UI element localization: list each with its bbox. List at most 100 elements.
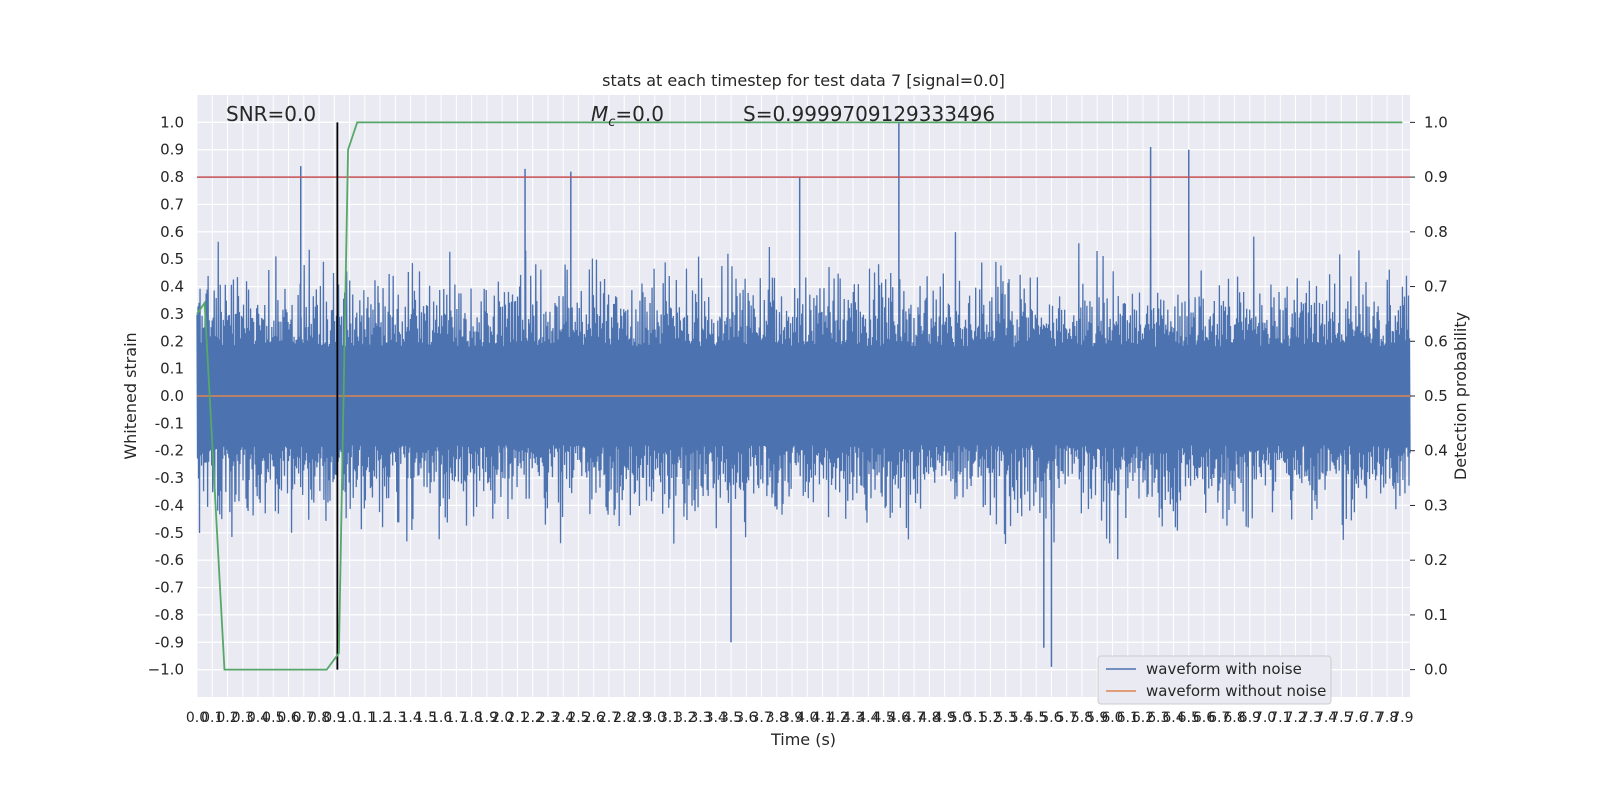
annotation-mc-sub: c <box>608 115 615 130</box>
x-tick-label: 0.3 <box>232 710 254 726</box>
y-tick-label: 0.0 <box>160 387 184 405</box>
x-tick-label: 4.3 <box>842 710 864 726</box>
y2-tick-label: 0.8 <box>1424 223 1448 241</box>
series-waveform-with-noise <box>196 122 1411 667</box>
x-tick-label: 1.4 <box>399 710 421 726</box>
x-tick-label: 3.5 <box>720 710 742 726</box>
x-tick-label: 1.8 <box>461 710 483 726</box>
x-tick-label: 5.4 <box>1010 710 1032 726</box>
x-tick-label: 0.6 <box>277 710 299 726</box>
x-tick-label: 3.8 <box>766 710 788 726</box>
x-tick-label: 4.7 <box>903 710 925 726</box>
x-tick-label: 2.6 <box>583 710 605 726</box>
x-tick-label: 0.4 <box>247 710 269 726</box>
x-tick-label: 3.9 <box>781 710 803 726</box>
x-tick-label: 7.4 <box>1315 710 1337 726</box>
x-tick-label: 1.9 <box>476 710 498 726</box>
x-tick-label: 3.7 <box>750 710 772 726</box>
y-tick-label: -0.2 <box>155 442 184 460</box>
y-tick-label: 0.7 <box>160 195 184 213</box>
y-tick-label: -0.9 <box>155 633 184 651</box>
annotation-s: S=0.9999709129333496 <box>743 102 995 126</box>
x-tick-label: 6.0 <box>1101 710 1123 726</box>
y-tick-label: -0.6 <box>155 551 184 569</box>
legend-box <box>1097 655 1332 705</box>
x-tick-label: 7.1 <box>1269 710 1291 726</box>
x-tick-label: 1.2 <box>369 710 391 726</box>
y2-axis-label: Detection probability <box>1451 312 1470 480</box>
y-tick-label: 0.4 <box>160 278 184 296</box>
annotation-mc-symbol: M <box>591 102 608 126</box>
x-tick-label: 2.4 <box>552 710 574 726</box>
x-tick-label: 1.5 <box>415 710 437 726</box>
y-tick-label: 0.1 <box>160 360 184 378</box>
x-tick-label: 7.2 <box>1284 710 1306 726</box>
x-tick-label: 0.9 <box>323 710 345 726</box>
x-tick-label: 4.5 <box>872 710 894 726</box>
legend-entry-noise: waveform with noise <box>1146 660 1302 678</box>
x-tick-label: 6.4 <box>1162 710 1184 726</box>
y2-tick-label: 0.1 <box>1424 606 1448 624</box>
x-tick-label: 6.7 <box>1208 710 1230 726</box>
detection-probability-line <box>196 121 1403 671</box>
x-tick-label: 7.7 <box>1361 710 1383 726</box>
x-tick-label: 1.1 <box>354 710 376 726</box>
x-tick-label: 3.0 <box>644 710 666 726</box>
y-tick-label: −1.0 <box>148 661 184 679</box>
x-tick-label: 3.3 <box>689 710 711 726</box>
x-tick-label: 6.6 <box>1193 710 1215 726</box>
chart-title: stats at each timestep for test data 7 [… <box>602 71 1005 90</box>
x-tick-label: 6.9 <box>1239 710 1261 726</box>
y-tick-label: 1.0 <box>160 113 184 131</box>
x-tick-label: 0.5 <box>262 710 284 726</box>
x-tick-label: 3.4 <box>705 710 727 726</box>
y2-tick-label: 0.6 <box>1424 332 1448 350</box>
y2-tick-label: 0.9 <box>1424 168 1448 186</box>
x-tick-label: 1.6 <box>430 710 452 726</box>
x-tick-label: 2.1 <box>506 710 528 726</box>
x-tick-label: 4.0 <box>796 710 818 726</box>
x-tick-label: 3.1 <box>659 710 681 726</box>
x-tick-label: 5.1 <box>964 710 986 726</box>
x-tick-label: 2.9 <box>628 710 650 726</box>
y-tick-label: 0.2 <box>160 332 184 350</box>
x-tick-label: 2.2 <box>522 710 544 726</box>
x-tick-label: 4.8 <box>918 710 940 726</box>
x-tick-label: 7.3 <box>1300 710 1322 726</box>
x-tick-label: 5.2 <box>979 710 1001 726</box>
x-tick-label: 3.2 <box>674 710 696 726</box>
x-tick-label: 4.1 <box>811 710 833 726</box>
x-tick-label: 4.2 <box>827 710 849 726</box>
y-tick-label: -0.8 <box>155 606 184 624</box>
x-tick-label: 5.9 <box>1086 710 1108 726</box>
x-tick-label: 5.0 <box>949 710 971 726</box>
x-tick-label: 7.5 <box>1330 710 1352 726</box>
x-tick-label: 4.4 <box>857 710 879 726</box>
x-tick-label: 2.0 <box>491 710 513 726</box>
legend-entry-clean: waveform without noise <box>1146 682 1326 700</box>
y-tick-label: -0.5 <box>155 524 184 542</box>
x-tick-label: 0.2 <box>216 710 238 726</box>
x-tick-label: 7.6 <box>1345 710 1367 726</box>
x-tick-label: 6.1 <box>1117 710 1139 726</box>
x-tick-label: 7.9 <box>1391 710 1413 726</box>
x-tick-label: 1.7 <box>445 710 467 726</box>
x-tick-label: 5.7 <box>1056 710 1078 726</box>
x-tick-label: 2.5 <box>567 710 589 726</box>
y-tick-label: -0.3 <box>155 469 184 487</box>
y2-tick-label: 0.7 <box>1424 278 1448 296</box>
x-tick-label: 0.1 <box>201 710 223 726</box>
y2-tick-label: 0.4 <box>1424 442 1448 460</box>
x-tick-label: 3.6 <box>735 710 757 726</box>
annotation-mc: Mc=0.0 <box>591 102 664 130</box>
legend: waveform with noise waveform without noi… <box>1097 655 1332 705</box>
x-tick-label: 2.7 <box>598 710 620 726</box>
y2-tick-label: 1.0 <box>1424 113 1448 131</box>
x-tick-label: 2.3 <box>537 710 559 726</box>
x-tick-label: 0.8 <box>308 710 330 726</box>
x-tick-label: 5.8 <box>1071 710 1093 726</box>
noise-waveform-line <box>196 232 1411 560</box>
annotation-mc-value: =0.0 <box>615 102 664 126</box>
